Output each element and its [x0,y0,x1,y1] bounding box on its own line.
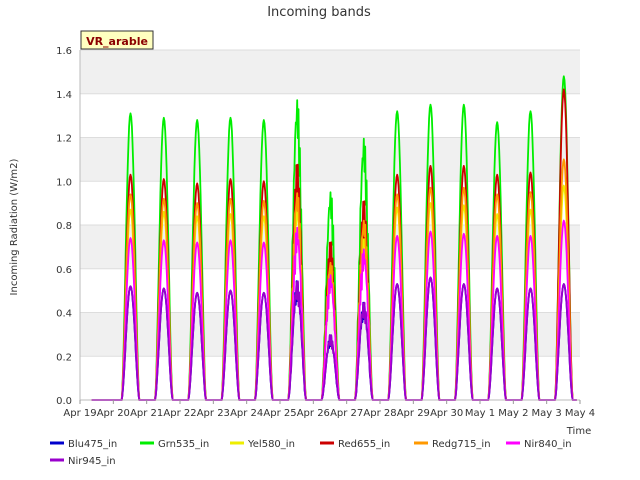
legend-label: Red655_in [338,439,390,450]
x-tick-label: Apr 24 [230,408,263,419]
plot-band [80,356,580,400]
legend-label: Redg715_in [432,439,491,450]
y-axis-label: Incoming Radiation (W/m2) [9,158,20,295]
y-tick-label: 1.4 [56,90,72,101]
legend-label: Grn535_in [158,439,209,450]
x-tick-label: May 3 [532,408,562,419]
x-tick-label: May 4 [565,408,595,419]
x-tick-label: Apr 19 [63,408,96,419]
legend-label: Nir840_in [524,439,572,450]
plot-band [80,137,580,182]
x-tick-label: Apr 29 [397,408,430,419]
x-tick-label: Apr 20 [97,408,130,419]
legend: Blu475_in Grn535_in Yel580_in Red655_in Redg… [50,439,572,467]
x-tick-label: Apr 28 [363,408,396,419]
y-tick-label: 0.0 [56,396,72,407]
y-tick-label: 0.4 [56,309,72,320]
x-tick-labels: Apr 19 Apr 20 Apr 21 Apr 22 Apr 23 Apr 24 Apr … [63,400,595,419]
y-tick-label: 0.2 [56,352,72,363]
axes [79,50,580,401]
plot-band [80,93,580,138]
x-tick-label: May 2 [498,408,528,419]
x-tick-label: Apr 25 [263,408,296,419]
y-tick-label: 1.2 [56,134,72,145]
x-tick-label: Apr 26 [297,408,330,419]
x-tick-label: Apr 21 [130,408,163,419]
x-tick-label: Apr 30 [430,408,463,419]
site-tag-label: VR_arable [86,35,148,48]
y-tick-label: 1.6 [56,46,72,57]
y-tick-labels: 0.0 0.2 0.4 0.6 0.8 1.0 1.2 1.4 1.6 [56,46,72,407]
x-axis-label: Time [566,426,591,437]
plot-band [80,50,580,94]
legend-label: Blu475_in [68,439,117,450]
site-tag-badge: VR_arable [80,30,154,50]
x-tick-label: Apr 27 [330,408,363,419]
y-tick-label: 1.0 [56,177,72,188]
x-tick-label: Apr 22 [163,408,196,419]
legend-label: Yel580_in [247,439,295,450]
chart-title: Incoming bands [267,5,371,20]
y-tick-label: 0.6 [56,265,72,276]
x-tick-label: May 1 [465,408,495,419]
y-tick-label: 0.8 [56,221,72,232]
site-tag-box [80,30,154,50]
legend-label: Nir945_in [68,456,116,467]
x-tick-label: Apr 23 [197,408,230,419]
